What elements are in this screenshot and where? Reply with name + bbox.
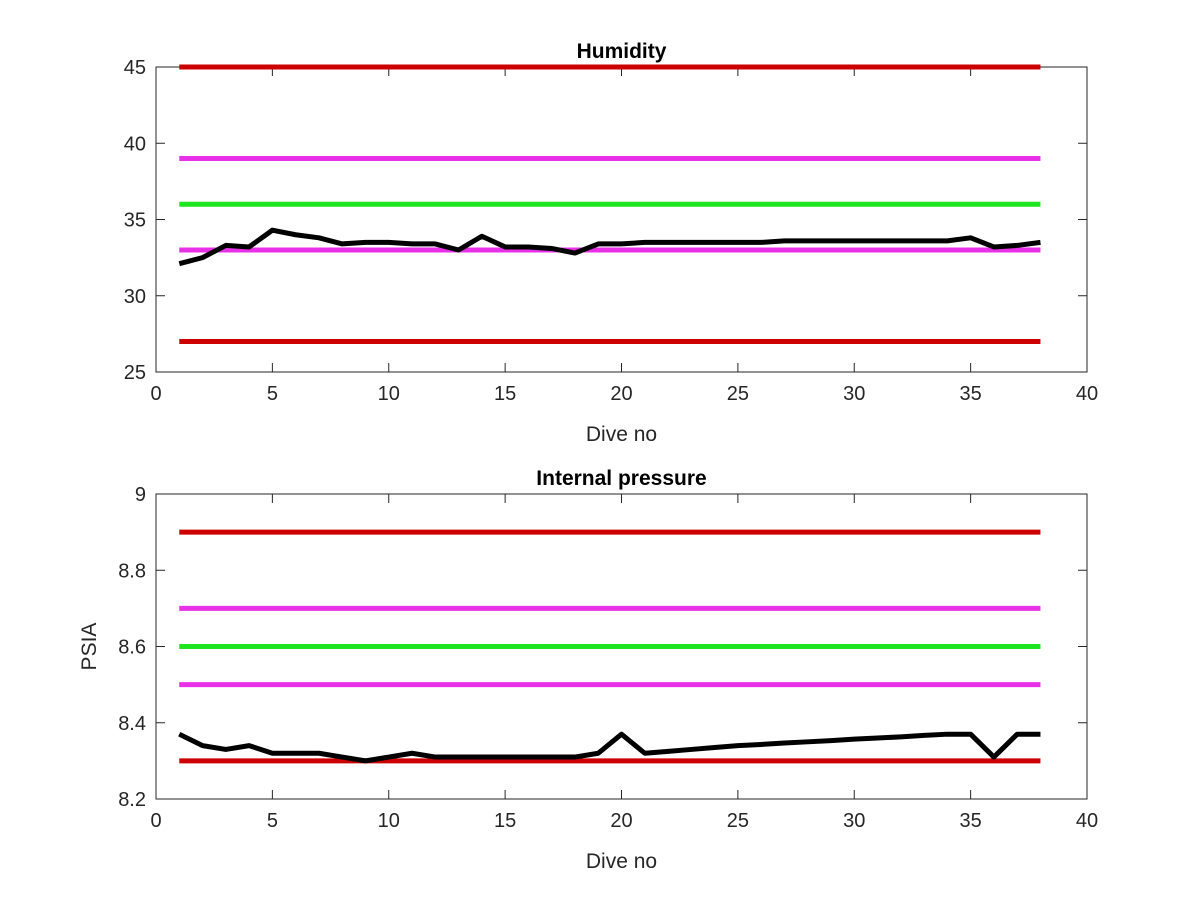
x-tick-label: 15 bbox=[494, 810, 516, 832]
y-tick-label: 40 bbox=[124, 133, 146, 155]
y-tick-label: 45 bbox=[124, 57, 146, 79]
y-tick-label: 8.6 bbox=[118, 637, 146, 659]
y-tick-label: 35 bbox=[124, 210, 146, 232]
chart-panel-1: 0 5 10 15 20 25 30 35 40 25 30 35 40 45 Humidity Dive n… bbox=[124, 40, 1098, 446]
axes-box bbox=[155, 66, 1088, 373]
x-tick-label: 25 bbox=[727, 383, 749, 405]
x-tick-label: 20 bbox=[610, 810, 632, 832]
y-axis-label: PSIA bbox=[78, 623, 101, 671]
x-tick-label: 20 bbox=[610, 383, 632, 405]
y-tick-label: 8.4 bbox=[118, 713, 146, 735]
series-line bbox=[178, 731, 1041, 764]
x-tick-label: 10 bbox=[378, 383, 400, 405]
x-tick-label: 0 bbox=[150, 810, 161, 832]
x-tick-label: 15 bbox=[494, 383, 516, 405]
x-tick-label: 40 bbox=[1076, 810, 1098, 832]
chart-title: Humidity bbox=[577, 40, 667, 63]
x-tick-label: 0 bbox=[150, 383, 161, 405]
x-tick-label: 10 bbox=[378, 810, 400, 832]
chart-title: Internal pressure bbox=[536, 467, 706, 490]
y-tick-label: 30 bbox=[124, 286, 146, 308]
y-tick-label: 8.8 bbox=[118, 560, 146, 582]
y-tick-label: 8.2 bbox=[118, 789, 146, 811]
x-tick-label: 5 bbox=[267, 810, 278, 832]
x-tick-label: 30 bbox=[843, 383, 865, 405]
y-tick-label: 25 bbox=[124, 362, 146, 384]
x-tick-label: 30 bbox=[843, 810, 865, 832]
x-tick-label: 35 bbox=[960, 383, 982, 405]
chart-panel-2: 0 5 10 15 20 25 30 35 40 8.2 8.4 8.6 8.8 9 Internal pr… bbox=[78, 467, 1098, 873]
x-tick-label: 40 bbox=[1076, 383, 1098, 405]
x-tick-label: 35 bbox=[960, 810, 982, 832]
y-tick-label: 9 bbox=[135, 484, 146, 506]
x-tick-label: 25 bbox=[727, 810, 749, 832]
x-axis-label: Dive no bbox=[586, 423, 657, 446]
x-axis-label: Dive no bbox=[586, 850, 657, 873]
x-tick-label: 5 bbox=[267, 383, 278, 405]
series-line bbox=[178, 227, 1041, 267]
